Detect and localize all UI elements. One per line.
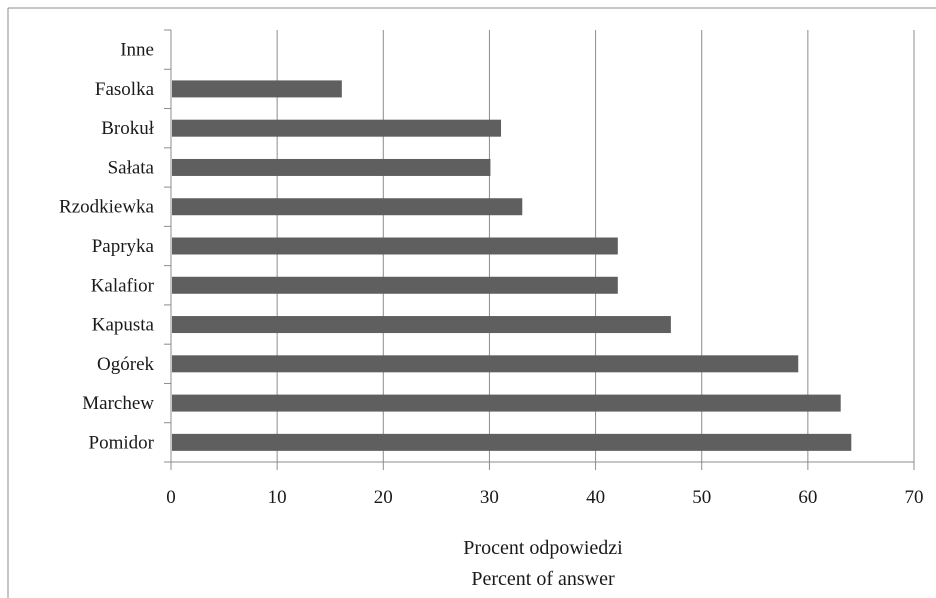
bar-kapusta <box>172 316 671 334</box>
category-label-ogórek: Ogórek <box>97 354 154 375</box>
category-label-rzodkiewka: Rzodkiewka <box>59 197 155 218</box>
x-tick-label-40: 40 <box>586 487 605 508</box>
x-tick-label-0: 0 <box>166 487 176 508</box>
category-label-sałata: Sałata <box>108 157 155 178</box>
x-tick-labels: 0 10 20 30 40 50 60 70 <box>166 487 923 508</box>
category-label-inne: Inne <box>120 40 154 61</box>
bar-pomidor <box>172 433 852 451</box>
axes <box>164 29 915 470</box>
x-tick-label-20: 20 <box>374 487 393 508</box>
category-label-papryka: Papryka <box>92 236 155 257</box>
category-label-fasolka: Fasolka <box>95 79 155 100</box>
x-tick-label-70: 70 <box>905 487 924 508</box>
bar-fasolka <box>172 80 342 98</box>
category-label-marchew: Marchew <box>82 393 154 414</box>
x-tick-label-60: 60 <box>798 487 817 508</box>
x-tick-label-10: 10 <box>268 487 287 508</box>
category-label-pomidor: Pomidor <box>89 432 155 453</box>
x-tick-label-30: 30 <box>480 487 499 508</box>
bar-brokuł <box>172 119 502 137</box>
x-tick-label-50: 50 <box>692 487 711 508</box>
x-axis-title-secondary: Percent of answer <box>471 568 615 590</box>
bar-sałata <box>172 158 491 176</box>
bar-kalafior <box>172 276 618 294</box>
bar-marchew <box>172 394 841 412</box>
category-labels: Pomidor Marchew Ogórek Kapusta Kalafior Papry… <box>59 40 155 454</box>
category-label-kapusta: Kapusta <box>92 315 155 336</box>
category-label-kalafior: Kalafior <box>91 275 155 296</box>
bar-ogórek <box>172 355 799 373</box>
bars <box>172 80 852 451</box>
x-axis-title: Procent odpowiedzi <box>463 537 623 559</box>
category-label-brokuł: Brokuł <box>101 118 155 139</box>
bar-rzodkiewka <box>172 198 523 216</box>
bar-papryka <box>172 237 618 255</box>
